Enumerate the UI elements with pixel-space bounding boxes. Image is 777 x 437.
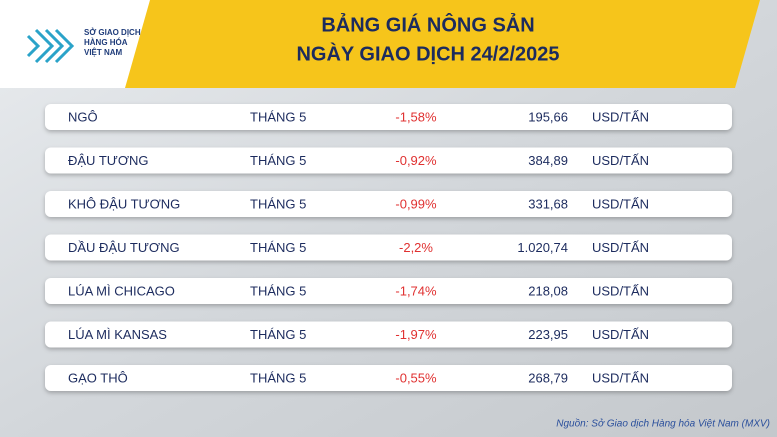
unit: USD/TẤN xyxy=(592,327,649,342)
table-row xyxy=(45,104,732,130)
table-row xyxy=(45,147,732,174)
logo-text: VIỆT NAM xyxy=(84,48,123,57)
unit: USD/TẤN xyxy=(592,109,649,124)
commodity: LÚA MÌ KANSAS xyxy=(68,327,167,342)
unit: USD/TẤN xyxy=(592,370,649,385)
price: 268,79 xyxy=(528,370,568,385)
table-row xyxy=(45,365,732,391)
change: -0,99% xyxy=(395,196,437,211)
unit: USD/TẤN xyxy=(592,196,649,211)
contract-month: THÁNG 5 xyxy=(250,196,306,211)
table-row xyxy=(45,234,732,261)
commodity: LÚA MÌ CHICAGO xyxy=(68,283,175,298)
commodity: KHÔ ĐẬU TƯƠNG xyxy=(68,196,180,211)
change: -0,92% xyxy=(395,153,437,168)
price: 218,08 xyxy=(528,283,568,298)
price: 331,68 xyxy=(528,196,568,211)
contract-month: THÁNG 5 xyxy=(250,153,306,168)
contract-month: THÁNG 5 xyxy=(250,327,306,342)
table-row xyxy=(45,321,732,348)
commodity: ĐẬU TƯƠNG xyxy=(68,153,149,168)
price: 1.020,74 xyxy=(517,240,568,255)
contract-month: THÁNG 5 xyxy=(250,240,306,255)
unit: USD/TẤN xyxy=(592,153,649,168)
title-banner xyxy=(125,0,760,88)
source: Nguồn: Sở Giao dịch Hàng hóa Việt Nam (M… xyxy=(556,418,770,430)
logo-icon xyxy=(26,28,75,64)
contract-month: THÁNG 5 xyxy=(250,370,306,385)
commodity: GẠO THÔ xyxy=(68,370,128,385)
change: -2,2% xyxy=(399,240,433,255)
contract-month: THÁNG 5 xyxy=(250,283,306,298)
title: BẢNG GIÁ NÔNG SẢN xyxy=(321,12,534,36)
logo-text: SỞ GIAO DỊCH xyxy=(84,28,141,37)
unit: USD/TẤN xyxy=(592,283,649,298)
change: -1,74% xyxy=(395,283,437,298)
table-row xyxy=(45,191,732,217)
title: NGÀY GIAO DỊCH 24/2/2025 xyxy=(296,42,559,65)
price: 223,95 xyxy=(528,327,568,342)
commodity: DẦU ĐẬU TƯƠNG xyxy=(68,240,180,255)
table-row xyxy=(45,278,732,304)
change: -1,58% xyxy=(395,109,437,124)
unit: USD/TẤN xyxy=(592,240,649,255)
price: 384,89 xyxy=(528,153,568,168)
change: -1,97% xyxy=(395,327,437,342)
logo-text: HÀNG HÓA xyxy=(84,38,128,47)
contract-month: THÁNG 5 xyxy=(250,109,306,124)
change: -0,55% xyxy=(395,370,437,385)
commodity: NGÔ xyxy=(68,109,98,124)
price: 195,66 xyxy=(528,109,568,124)
